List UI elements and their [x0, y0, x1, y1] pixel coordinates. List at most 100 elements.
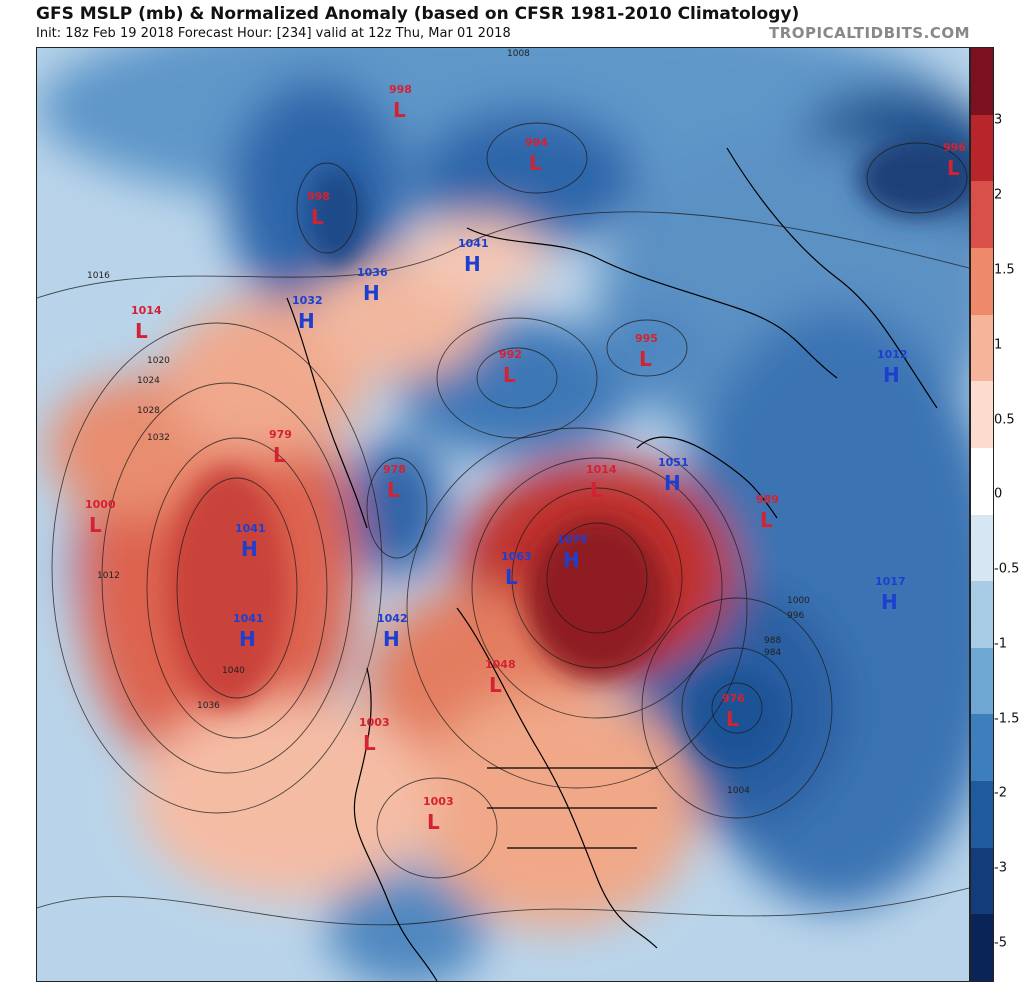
pressure-systems: 998 L 994 L 996 L 998 L 1041 H 1036 H 10… — [85, 83, 966, 834]
svg-text:H: H — [239, 627, 256, 651]
svg-text:L: L — [639, 347, 652, 371]
svg-text:L: L — [387, 478, 400, 502]
colorbar-tick: -5 — [994, 935, 1007, 951]
svg-text:1003: 1003 — [359, 716, 390, 729]
map-subtitle: Init: 18z Feb 19 2018 Forecast Hour: [23… — [36, 26, 511, 41]
high-pressure-center: 1051 H — [658, 456, 689, 495]
svg-text:L: L — [273, 443, 286, 467]
high-pressure-center: 1041 H — [458, 237, 489, 276]
svg-text:L: L — [89, 513, 102, 537]
svg-text:1048: 1048 — [485, 658, 516, 671]
low-pressure-center: 998 L — [307, 190, 330, 229]
anomaly-shading — [37, 48, 969, 981]
svg-text:1003: 1003 — [423, 795, 454, 808]
svg-text:L: L — [427, 810, 440, 834]
low-pressure-center: 978 L — [383, 463, 406, 502]
colorbar-tick: 1.5 — [994, 262, 1015, 278]
isobar-label: 984 — [764, 648, 781, 658]
isobar-label: 1012 — [97, 571, 120, 581]
colorbar-tick: 0.5 — [994, 412, 1015, 428]
colorbar-segment — [971, 581, 993, 649]
low-pressure-center: 992 L — [499, 348, 522, 387]
low-pressure-center: 1063 L — [501, 550, 532, 589]
high-pressure-center: 1041 H — [235, 522, 266, 561]
high-pressure-center: 1012 H — [877, 348, 908, 387]
low-pressure-center: 998 L — [389, 83, 412, 122]
svg-text:H: H — [464, 252, 481, 276]
isobar-label-group: 1008 1012 1016 1020 1024 1028 1032 1036 … — [87, 49, 810, 796]
svg-text:995: 995 — [635, 332, 658, 345]
svg-text:H: H — [363, 281, 380, 305]
isobar-label: 1028 — [137, 406, 160, 416]
svg-text:H: H — [563, 548, 580, 572]
svg-text:978: 978 — [383, 463, 406, 476]
svg-text:H: H — [881, 590, 898, 614]
svg-text:1042: 1042 — [377, 612, 408, 625]
svg-text:1041: 1041 — [458, 237, 489, 250]
isobar-label: 1040 — [222, 666, 245, 676]
svg-text:1014: 1014 — [131, 304, 162, 317]
isobar-label: 1032 — [147, 433, 170, 443]
svg-text:989: 989 — [756, 493, 779, 506]
svg-text:L: L — [590, 478, 603, 502]
colorbar-tick: -1 — [994, 636, 1007, 652]
colorbar-tick: 3 — [994, 112, 1003, 128]
low-pressure-center: 1014 L — [586, 463, 617, 502]
colorbar-segment — [971, 381, 993, 449]
svg-text:1014: 1014 — [586, 463, 617, 476]
colorbar-tick: -3 — [994, 860, 1007, 876]
svg-text:H: H — [664, 471, 681, 495]
svg-text:976: 976 — [722, 692, 745, 705]
isobar-label: 1016 — [87, 271, 110, 281]
colorbar-tick: 0 — [994, 486, 1003, 502]
svg-text:994: 994 — [525, 136, 548, 149]
colorbar-tick: -1.5 — [994, 711, 1020, 727]
svg-text:L: L — [529, 151, 542, 175]
colorbar-segment — [971, 647, 993, 715]
svg-text:H: H — [883, 363, 900, 387]
low-pressure-center: 979 L — [269, 428, 292, 467]
low-pressure-center: 1003 L — [423, 795, 454, 834]
colorbar-segment — [971, 447, 993, 515]
svg-text:L: L — [503, 363, 516, 387]
svg-text:1000: 1000 — [85, 498, 116, 511]
svg-text:H: H — [298, 309, 315, 333]
colorbar-segment — [971, 114, 993, 182]
svg-text:1036: 1036 — [357, 266, 388, 279]
anomaly-map: 1008 1012 1016 1020 1024 1028 1032 1036 … — [36, 47, 970, 982]
svg-text:1063: 1063 — [501, 550, 532, 563]
svg-text:L: L — [947, 156, 960, 180]
isobar-label: 996 — [787, 611, 804, 621]
high-pressure-center: 1041 H — [233, 612, 264, 651]
high-pressure-center: 1017 H — [875, 575, 906, 614]
svg-text:992: 992 — [499, 348, 522, 361]
low-pressure-center: 1003 L — [359, 716, 390, 755]
high-pressure-center: 1032 H — [292, 294, 323, 333]
isobar-label: 1008 — [507, 49, 530, 59]
low-pressure-center: 989 L — [756, 493, 779, 532]
colorbar-tick: -0.5 — [994, 561, 1020, 577]
low-pressure-center: 1048 L — [485, 658, 516, 697]
colorbar-segment — [971, 181, 993, 249]
colorbar-tick: -2 — [994, 785, 1007, 801]
brand-watermark: TROPICALTIDBITS.COM — [769, 24, 970, 42]
svg-text:1041: 1041 — [235, 522, 266, 535]
svg-text:L: L — [726, 707, 739, 731]
isobar-label: 988 — [764, 636, 781, 646]
colorbar-tick: 2 — [994, 187, 1003, 203]
isobar-label: 1024 — [137, 376, 160, 386]
high-pressure-center: 1036 H — [357, 266, 388, 305]
svg-text:1017: 1017 — [875, 575, 906, 588]
low-pressure-center: 994 L — [525, 136, 548, 175]
isobar-label: 1000 — [787, 596, 810, 606]
high-pressure-center: 1079 H — [557, 533, 588, 572]
svg-text:998: 998 — [307, 190, 330, 203]
low-pressure-center: 976 L — [722, 692, 745, 731]
svg-text:979: 979 — [269, 428, 292, 441]
svg-text:H: H — [241, 537, 258, 561]
svg-text:1032: 1032 — [292, 294, 323, 307]
svg-text:996: 996 — [943, 141, 966, 154]
colorbar-segment — [971, 714, 993, 782]
low-pressure-center: 1014 L — [131, 304, 162, 343]
isobar-label: 1004 — [727, 786, 750, 796]
